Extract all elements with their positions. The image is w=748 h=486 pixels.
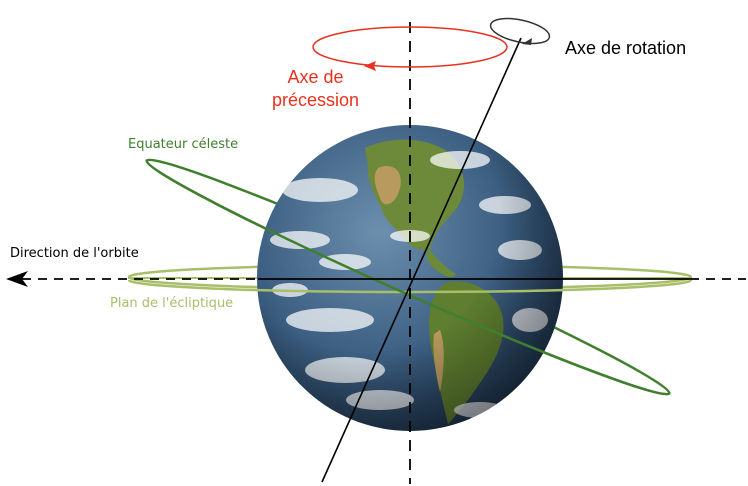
spin-arrow-icon bbox=[522, 38, 532, 45]
precession-axis-label: Axe de précession bbox=[272, 66, 359, 112]
precession-arrow-icon bbox=[364, 61, 376, 71]
ecliptic-plane-label: Plan de l'écliptique bbox=[110, 296, 234, 311]
celestial-equator-front bbox=[145, 160, 671, 396]
celestial-equator-label: Equateur céleste bbox=[128, 137, 239, 152]
rotation-axis-label: Axe de rotation bbox=[565, 38, 687, 58]
arrow-left-icon bbox=[6, 271, 28, 287]
rotation-axis-line bbox=[321, 37, 522, 483]
precession-axis-label-line1: Axe de bbox=[287, 67, 344, 87]
precession-circle bbox=[312, 26, 508, 71]
orbit-direction-label: Direction de l'orbite bbox=[10, 246, 139, 261]
spin-indicator bbox=[489, 17, 551, 45]
precession-axis-label-line2: précession bbox=[272, 90, 360, 110]
